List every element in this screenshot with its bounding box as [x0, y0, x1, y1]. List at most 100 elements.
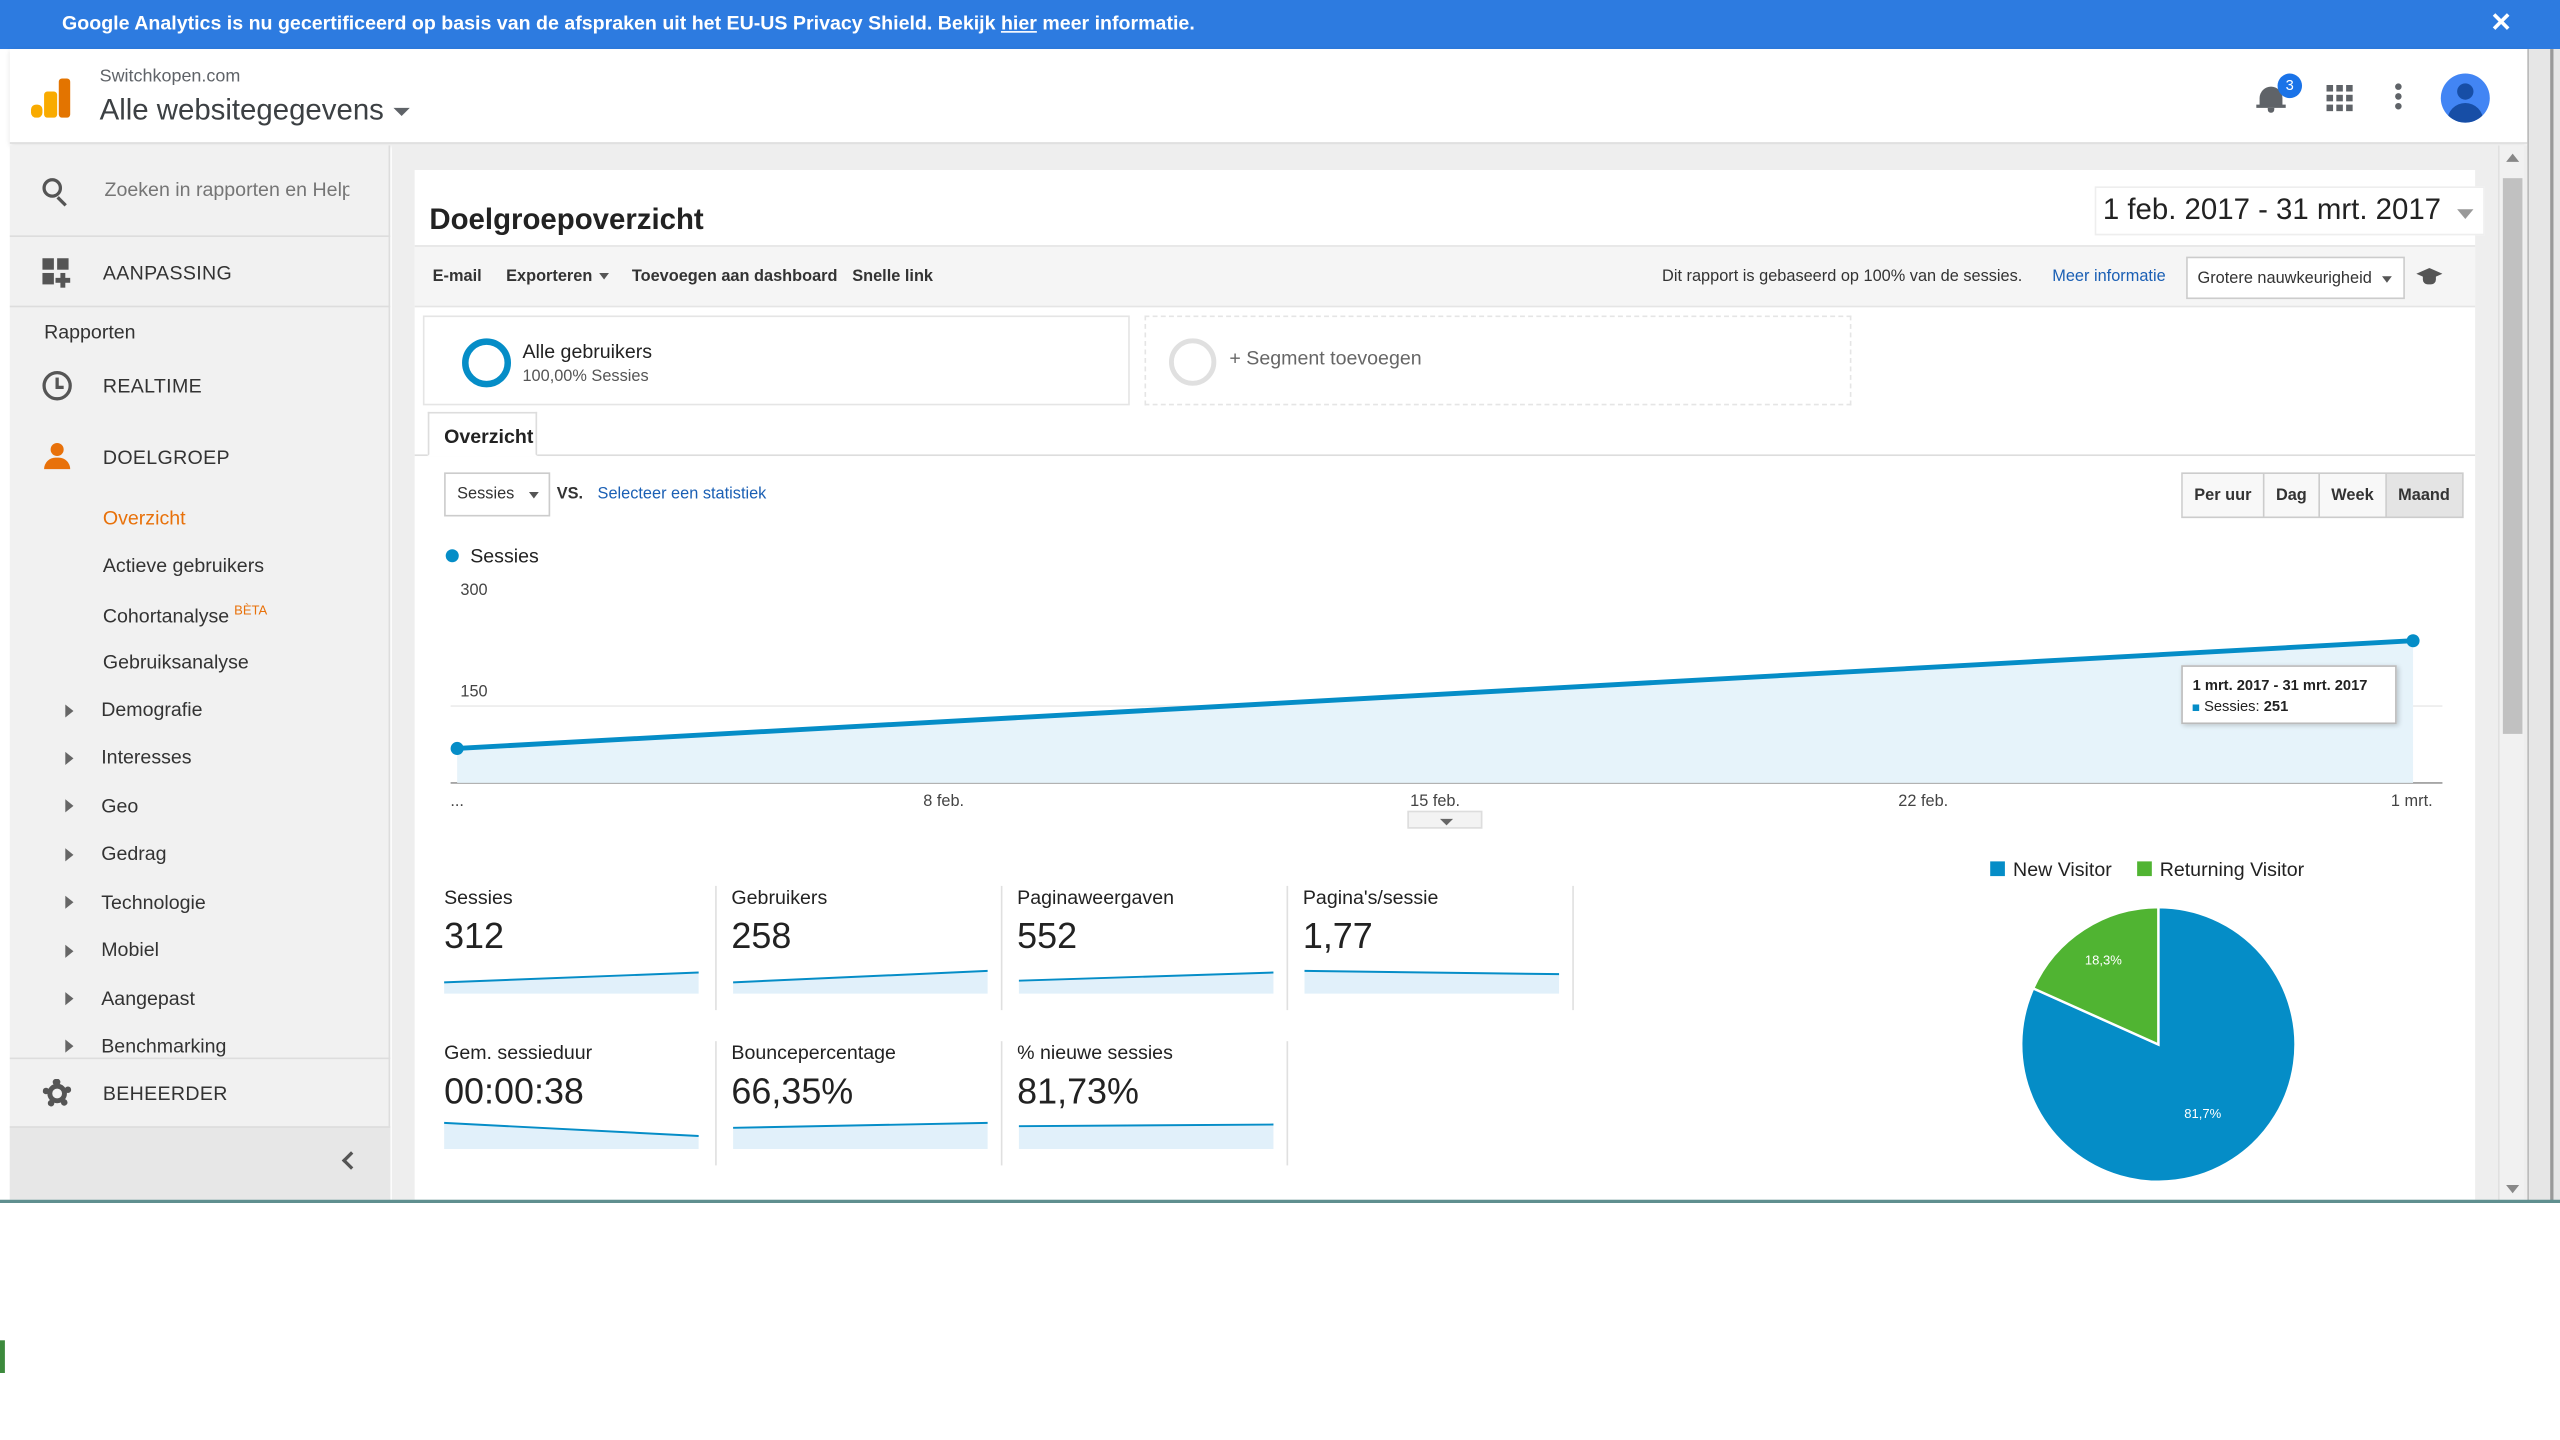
chart-x-tick-label: 1 mrt.: [2391, 792, 2433, 810]
more-info-link[interactable]: Meer informatie: [2052, 268, 2166, 287]
metric-label: Gebruikers: [731, 885, 828, 909]
banner-link[interactable]: hier: [1000, 11, 1037, 35]
sidebar-group-geo[interactable]: Geo: [101, 794, 139, 818]
chart-x-tick-label: 15 feb.: [1410, 792, 1460, 810]
metric-label: Pagina's/sessie: [1302, 885, 1439, 909]
vertical-scrollbar[interactable]: [2497, 145, 2525, 1200]
sidebar-item-label: AANPASSING: [102, 261, 233, 285]
sidebar-subitem-cohort[interactable]: Cohortanalyse BÈTA: [102, 603, 268, 628]
apps-grid-icon[interactable]: [2326, 84, 2353, 112]
scroll-down-icon[interactable]: [2506, 1185, 2520, 1194]
expand-triangle-icon: [65, 799, 74, 813]
metric-label: Sessies: [444, 885, 513, 909]
segment-all-users[interactable]: Alle gebruikers 100,00% Sessies: [422, 315, 1130, 406]
shortcut-button[interactable]: Snelle link: [852, 268, 934, 287]
select-statistic-link[interactable]: Selecteer een statistiek: [597, 485, 767, 504]
sidebar-item-label: REALTIME: [102, 374, 203, 398]
legend-label: Returning Visitor: [2159, 858, 2305, 882]
sidebar-subitem-active-users[interactable]: Actieve gebruikers: [102, 554, 265, 577]
report-toolbar: E-mail Exporteren Toevoegen aan dashboar…: [414, 245, 2476, 308]
account-avatar-icon[interactable]: [2440, 73, 2490, 123]
sparkline: [733, 969, 988, 994]
left-sidebar: AANPASSING Rapporten REALTIME DOELGROEP …: [9, 145, 391, 1200]
sidebar-divider: [9, 1057, 391, 1060]
sidebar-group-demographics[interactable]: Demografie: [101, 697, 203, 721]
granularity-month[interactable]: Maand: [2386, 474, 2462, 517]
metric-label: % nieuwe sessies: [1017, 1041, 1173, 1065]
sidebar-subitem-user-explorer[interactable]: Gebruiksanalyse: [102, 650, 249, 674]
add-to-dashboard-button[interactable]: Toevoegen aan dashboard: [631, 268, 838, 287]
pie-slice-label: 81,7%: [2184, 1106, 2221, 1121]
report-card: Doelgroepoverzicht 1 feb. 2017 - 31 mrt.…: [414, 169, 2486, 1200]
caret-down-icon: [393, 107, 410, 116]
caret-down-icon: [1439, 818, 1454, 826]
pie-slice: [2031, 905, 2160, 1047]
sparkline: [444, 971, 699, 994]
legend-swatch: [2136, 861, 2152, 877]
tab-divider: [414, 454, 2476, 457]
chart-x-tick-label: 22 feb.: [1898, 792, 1948, 810]
tab-overview[interactable]: Overzicht: [427, 411, 538, 457]
metric-label: Bouncepercentage: [731, 1041, 896, 1065]
scroll-up-icon[interactable]: [2506, 153, 2520, 162]
date-range-picker[interactable]: 1 feb. 2017 - 31 mrt. 2017: [2094, 186, 2486, 236]
sidebar-divider: [9, 305, 391, 308]
chart-tooltip: 1 mrt. 2017 - 31 mrt. 2017 Sessies: 251: [2181, 665, 2397, 725]
view-selector[interactable]: Alle websitegegevens: [100, 93, 410, 127]
metric-select[interactable]: Sessies: [444, 472, 551, 517]
expand-triangle-icon: [65, 992, 74, 1006]
precision-select[interactable]: Grotere nauwkeurigheid: [2186, 256, 2405, 300]
sidebar-item-admin[interactable]: BEHEERDER: [10, 1069, 390, 1118]
metric-value: 552: [1017, 915, 1078, 957]
caret-down-icon: [598, 273, 609, 281]
export-button[interactable]: Exporteren: [506, 268, 609, 286]
person-icon: [44, 442, 71, 470]
expand-triangle-icon: [65, 848, 74, 862]
dashboard-plus-icon: [42, 258, 71, 288]
chart-x-tick-label: 8 feb.: [923, 792, 964, 810]
granularity-hourly[interactable]: Per uur: [2182, 474, 2265, 517]
sidebar-item-realtime[interactable]: REALTIME: [10, 361, 390, 410]
analytics-logo-icon[interactable]: [31, 78, 71, 118]
metric-value: 258: [731, 915, 792, 957]
banner-text: Google Analytics is nu gecertificeerd op…: [62, 11, 1195, 35]
sidebar-search-input[interactable]: [104, 178, 350, 202]
sidebar-group-interests[interactable]: Interesses: [101, 745, 192, 769]
close-icon[interactable]: ✕: [2490, 9, 2513, 38]
sparkline: [1304, 969, 1560, 994]
caret-down-icon: [2382, 276, 2392, 283]
notification-badge[interactable]: 3: [2277, 73, 2303, 99]
sidebar-group-mobile[interactable]: Mobiel: [101, 938, 159, 962]
chart-point: [450, 741, 464, 755]
sidebar-group-technology[interactable]: Technologie: [101, 890, 206, 914]
metric-value: 312: [444, 915, 505, 957]
graduation-cap-icon[interactable]: [2416, 268, 2443, 288]
metric-label: Paginaweergaven: [1017, 885, 1175, 909]
pie-slice-label: 18,3%: [2085, 952, 2122, 967]
add-segment-button[interactable]: + Segment toevoegen: [1144, 315, 1852, 406]
sidebar-group-custom[interactable]: Aangepast: [101, 987, 195, 1011]
pie-slice: [2019, 905, 2297, 1183]
sidebar-item-customization[interactable]: AANPASSING: [10, 248, 390, 297]
sidebar-group-benchmarking[interactable]: Benchmarking: [101, 1034, 227, 1058]
sidebar-subitem-overview[interactable]: Overzicht: [102, 506, 186, 530]
metric-divider: [1572, 885, 1574, 1011]
bell-icon[interactable]: [2256, 82, 2286, 115]
expand-triangle-icon: [65, 704, 74, 718]
sidebar-group-behavior[interactable]: Gedrag: [101, 841, 167, 865]
chevron-left-icon[interactable]: [341, 1151, 361, 1170]
chart-resize-handle[interactable]: [1407, 810, 1483, 829]
add-segment-label: + Segment toevoegen: [1229, 346, 1422, 370]
account-site-name[interactable]: Switchkopen.com: [99, 67, 241, 87]
scrollbar-thumb[interactable]: [2502, 178, 2523, 734]
metric-tile-bounce-rate: Bouncepercentage 66,35%: [715, 1041, 1001, 1166]
granularity-toggle: Per uur Dag Week Maand: [2181, 472, 2463, 519]
granularity-week[interactable]: Week: [2319, 474, 2387, 517]
more-vert-icon[interactable]: [2395, 83, 2402, 110]
metric-tile-pageviews: Paginaweergaven 552: [1000, 885, 1287, 1011]
sidebar-item-audience[interactable]: DOELGROEP: [10, 433, 390, 482]
chart-point: [2406, 634, 2420, 648]
email-button[interactable]: E-mail: [432, 268, 482, 287]
granularity-day[interactable]: Dag: [2264, 474, 2320, 517]
